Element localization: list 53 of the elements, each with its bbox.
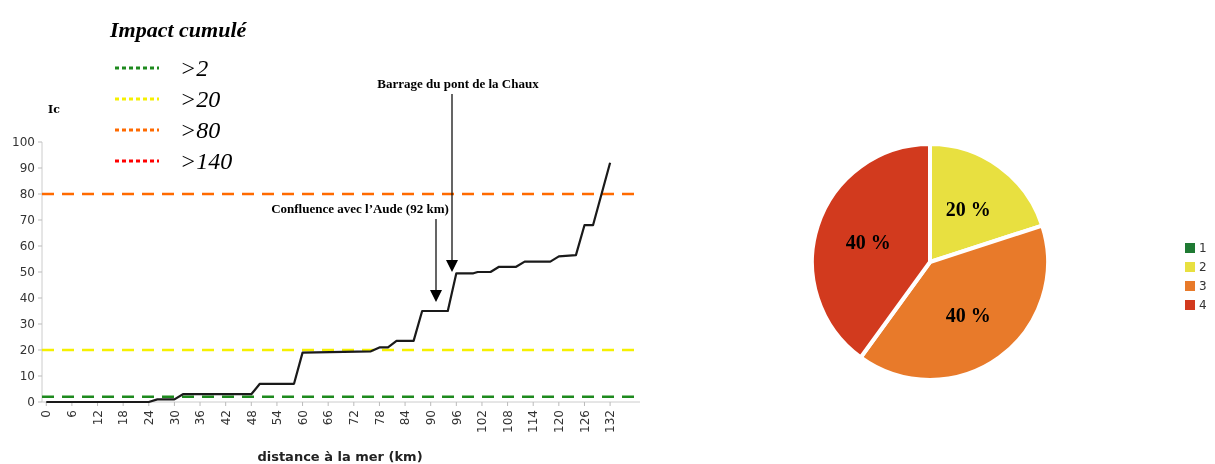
legend-title: Impact cumulé <box>109 17 248 42</box>
legend-entry: 3 <box>1185 279 1207 294</box>
y-tick-label: 90 <box>19 161 35 176</box>
y-tick-label: 40 <box>19 291 35 306</box>
y-tick-label: 80 <box>19 187 35 202</box>
x-tick-label: 126 <box>577 410 592 433</box>
data-label: 40 % <box>845 230 891 253</box>
y-tick-label: 10 <box>19 369 35 384</box>
legend-label: 1 <box>1199 241 1207 256</box>
x-tick-label: 108 <box>500 410 515 433</box>
y-tick-label: 20 <box>19 343 35 358</box>
y-tick-label: 70 <box>19 213 35 228</box>
x-tick-label: 0 <box>39 410 54 418</box>
x-tick-label: 60 <box>295 410 310 426</box>
x-tick-label: 96 <box>449 410 464 426</box>
legend-label: 3 <box>1199 279 1207 294</box>
legend-entry: 2 <box>1185 260 1207 275</box>
x-axis-title: distance à la mer (km) <box>257 449 423 464</box>
x-tick-label: 90 <box>423 410 438 426</box>
x-tick-label: 30 <box>167 410 182 426</box>
x-tick-label: 42 <box>218 410 233 426</box>
legend-label: >80 <box>180 117 221 144</box>
x-tick-label: 102 <box>475 410 490 433</box>
y-tick-label: 100 <box>12 135 35 150</box>
annotation: >140 <box>180 148 233 175</box>
x-tick-label: 24 <box>141 410 156 426</box>
x-tick-label: 84 <box>398 410 413 426</box>
y-tick-label: 30 <box>19 317 35 332</box>
y-tick-label: 50 <box>19 265 35 280</box>
x-tick-label: 72 <box>347 410 362 426</box>
x-tick-label: 18 <box>116 410 131 426</box>
y-tick-label: 60 <box>19 239 35 254</box>
x-tick-label: 6 <box>65 410 80 418</box>
data-label: 40 % <box>945 303 991 326</box>
legend-entry: 1 <box>1185 241 1207 256</box>
data-label: 20 % <box>945 198 991 221</box>
legend-entry: 4 <box>1185 298 1207 313</box>
x-tick-label: 12 <box>90 410 105 426</box>
legend-label: 2 <box>1199 260 1207 275</box>
y-axis-title: Ic <box>48 103 61 116</box>
legend-label: >20 <box>180 86 221 113</box>
legend-label: >2 <box>180 55 209 82</box>
x-tick-label: 66 <box>321 410 336 426</box>
text: Barrage du pont de la Chaux <box>377 76 540 91</box>
x-tick-label: 78 <box>372 410 387 426</box>
x-tick-label: 36 <box>193 410 208 426</box>
x-tick-label: 48 <box>244 410 259 426</box>
x-tick-label: 120 <box>552 410 567 433</box>
x-tick-label: 114 <box>526 410 541 433</box>
legend-label: 4 <box>1199 298 1207 313</box>
x-tick-label: 132 <box>603 410 618 433</box>
x-tick-label: 54 <box>270 410 285 426</box>
annotation: Confluence avec l’Aude (92 km) <box>271 201 449 216</box>
